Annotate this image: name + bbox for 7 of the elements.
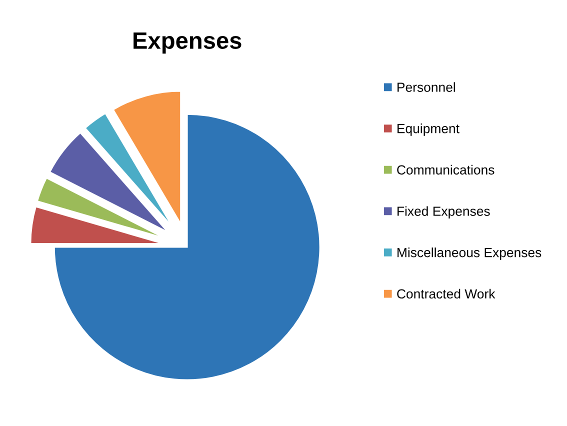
legend-label: Fixed Expenses (398, 206, 490, 219)
legend-label: Personnel (398, 82, 455, 92)
legend-label: Contracted Work (397, 288, 496, 299)
legend-label: Communications (397, 164, 494, 175)
legend-label: Equipment (398, 124, 460, 136)
legend-label: Miscellaneous Expenses (398, 248, 542, 260)
chart-title: Expenses (134, 32, 242, 54)
